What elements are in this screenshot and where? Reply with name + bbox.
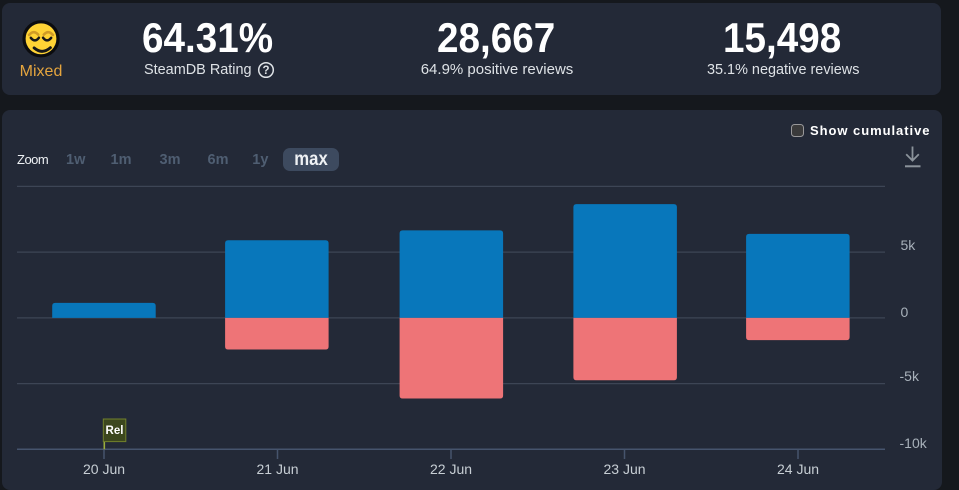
svg-text:Rel: Rel: [106, 425, 124, 437]
svg-text:?: ?: [262, 65, 269, 77]
